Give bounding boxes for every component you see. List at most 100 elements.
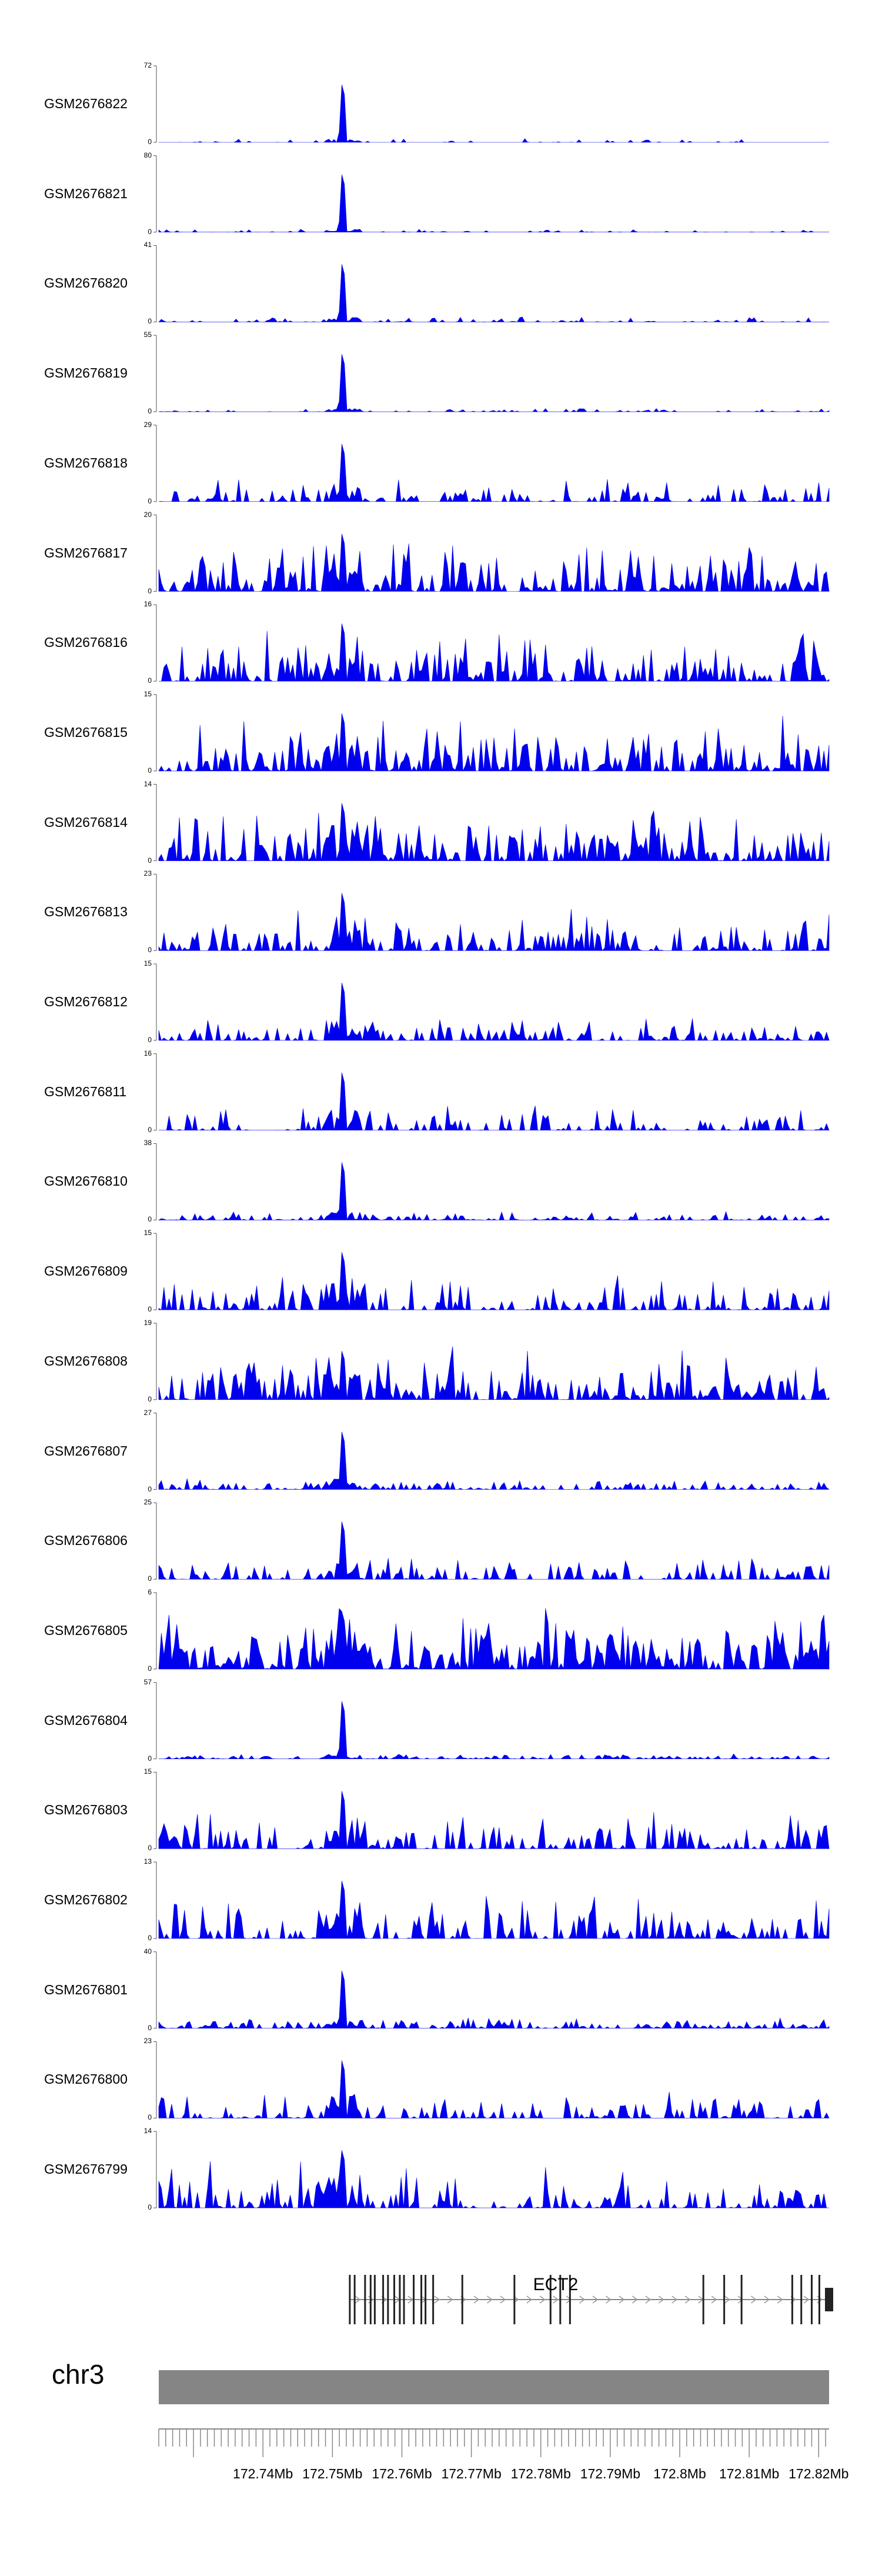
gene-exon <box>403 2275 405 2324</box>
track-signal-GSM2676817 <box>158 533 830 592</box>
track-signal-GSM2676819 <box>158 354 830 412</box>
track-ymax-label: 16 <box>143 600 152 609</box>
track-label: GSM2676809 <box>44 1263 128 1279</box>
track-label: GSM2676811 <box>44 1083 127 1099</box>
axis-tick-label: 172.76Mb <box>372 2466 432 2481</box>
track-ymin-label: 0 <box>148 1754 152 1763</box>
track-ymin-label: 0 <box>148 946 152 955</box>
gene-exon <box>702 2275 704 2324</box>
strand-chevron <box>473 2295 480 2304</box>
strand-chevron <box>619 2295 625 2304</box>
gene-exon <box>825 2288 833 2311</box>
gene-exon <box>420 2275 423 2324</box>
gene-exon <box>818 2275 820 2324</box>
gene-exon <box>461 2275 463 2324</box>
track-ymax-label: 23 <box>143 869 152 878</box>
gene-exon <box>425 2275 427 2324</box>
strand-chevron <box>526 2295 533 2304</box>
track-signal-GSM2676804 <box>158 1701 830 1760</box>
gene-exon <box>740 2275 743 2324</box>
track-signal-GSM2676813 <box>158 893 830 952</box>
strand-chevron <box>777 2295 783 2304</box>
track-label: GSM2676815 <box>44 724 128 740</box>
track-ymax-label: 23 <box>143 2037 152 2046</box>
strand-chevron <box>645 2295 652 2304</box>
track-signal-GSM2676802 <box>158 1881 830 1940</box>
gene-exon <box>513 2275 516 2324</box>
gene-exon <box>791 2275 793 2324</box>
track-ymax-label: 14 <box>143 779 152 788</box>
track-ymax-label: 29 <box>143 420 152 429</box>
strand-chevron <box>684 2295 691 2304</box>
track-label: GSM2676817 <box>44 545 128 560</box>
track-ymax-label: 57 <box>143 1677 152 1686</box>
strand-chevron <box>500 2295 506 2304</box>
gene-exon <box>364 2275 366 2324</box>
strand-chevron <box>724 2295 730 2304</box>
strand-chevron <box>539 2295 546 2304</box>
track-label: GSM2676801 <box>44 1981 128 1997</box>
track-ymin-label: 0 <box>148 1036 152 1044</box>
gene-exon <box>800 2275 803 2324</box>
axis-tick-label: 172.77Mb <box>441 2466 502 2481</box>
track-ymin-label: 0 <box>148 586 152 595</box>
track-ymin-label: 0 <box>148 856 152 865</box>
strand-chevron <box>737 2295 744 2304</box>
track-signal-GSM2676815 <box>158 713 830 772</box>
track-ymin-label: 0 <box>148 1484 152 1493</box>
track-ymax-label: 6 <box>148 1587 152 1596</box>
track-ymax-label: 15 <box>143 1767 152 1776</box>
gene-exon <box>353 2275 356 2324</box>
gene-exon <box>349 2275 351 2324</box>
strand-chevron <box>592 2295 599 2304</box>
gene-exon <box>569 2275 571 2324</box>
track-label: GSM2676816 <box>44 635 128 650</box>
track-ymax-label: 15 <box>143 1229 152 1237</box>
track-label: GSM2676806 <box>44 1533 128 1549</box>
track-ymin-label: 0 <box>148 1125 152 1134</box>
track-ymin-label: 0 <box>148 407 152 416</box>
track-label: GSM2676812 <box>44 994 128 1009</box>
gene-exon <box>373 2275 376 2324</box>
axis-tick-label: 172.82Mb <box>789 2466 849 2481</box>
track-signal-GSM2676814 <box>158 803 830 862</box>
track-ymin-label: 0 <box>148 2113 152 2122</box>
strand-chevron <box>355 2295 361 2304</box>
strand-chevron <box>711 2295 717 2304</box>
track-ymax-label: 38 <box>143 1139 152 1147</box>
track-signal-GSM2676799 <box>158 2150 829 2209</box>
track-ymax-label: 13 <box>143 1857 152 1866</box>
strand-chevron <box>632 2295 638 2304</box>
track-ymin-label: 0 <box>148 1934 152 1942</box>
track-ymax-label: 14 <box>143 2127 152 2135</box>
strand-chevron <box>579 2295 585 2304</box>
track-ymax-label: 15 <box>143 959 152 967</box>
track-ymax-label: 41 <box>143 241 152 249</box>
track-signal-GSM2676803 <box>158 1791 830 1850</box>
track-signal-GSM2676807 <box>158 1432 830 1490</box>
track-ymax-label: 15 <box>143 689 152 698</box>
track-ymin-label: 0 <box>148 317 152 326</box>
gene-exon <box>549 2275 552 2324</box>
gene-exon <box>559 2275 562 2324</box>
strand-chevron <box>764 2295 770 2304</box>
track-label: GSM2676822 <box>44 96 128 111</box>
track-label: GSM2676818 <box>44 455 128 471</box>
axis-tick-label: 172.78Mb <box>510 2466 571 2481</box>
track-label: GSM2676813 <box>44 904 128 920</box>
axis-tick-label: 172.75Mb <box>302 2466 363 2481</box>
track-label: GSM2676807 <box>44 1443 128 1459</box>
strand-chevron <box>434 2295 440 2304</box>
track-ymax-label: 40 <box>143 1947 152 1956</box>
axis-tick-label: 172.8Mb <box>653 2466 706 2481</box>
track-ymin-label: 0 <box>148 496 152 505</box>
track-ymax-label: 27 <box>143 1408 152 1417</box>
strand-chevron <box>803 2295 810 2304</box>
gene-exon <box>413 2275 415 2324</box>
track-label: GSM2676814 <box>44 814 128 830</box>
strand-chevron <box>566 2295 572 2304</box>
track-signal-GSM2676805 <box>158 1608 830 1670</box>
track-signal-GSM2676800 <box>158 2060 830 2119</box>
strand-chevron <box>487 2295 493 2304</box>
track-signal-GSM2676822 <box>159 85 830 143</box>
